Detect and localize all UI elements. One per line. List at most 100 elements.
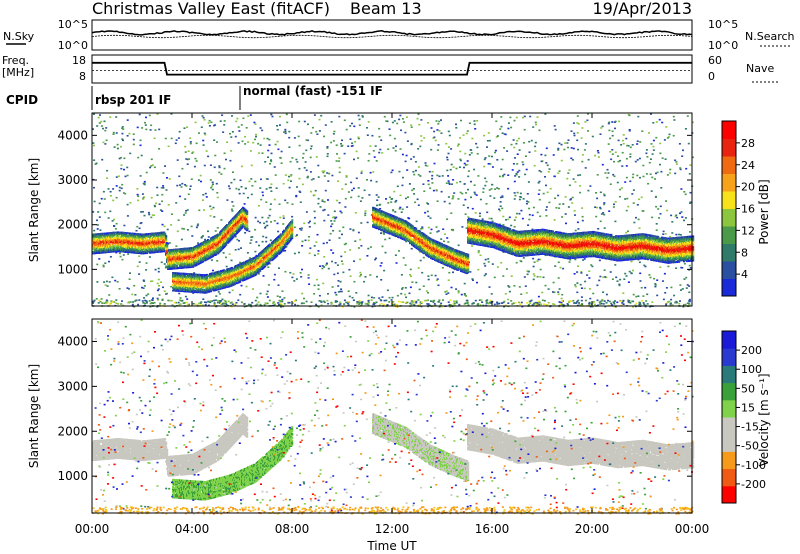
power-echo-cell [108,249,111,252]
power-scatter-cell [316,133,319,135]
power-scatter-cell [357,247,360,249]
power-clutter-cell [213,304,216,307]
power-scatter-cell [594,206,597,208]
power-echo-cell [148,241,151,244]
freq-trace [92,61,692,76]
power-scatter-cell [189,141,192,143]
power-scatter-cell [679,168,682,171]
power-scatter-cell [664,233,667,235]
power-scatter-cell [431,177,434,180]
power-scatter-cell [259,127,262,129]
power-scatter-cell [642,164,645,167]
power-scatter-cell [581,127,584,129]
power-clutter-cell [92,300,95,303]
power-clutter-cell [464,302,467,305]
power-echo-cell [132,236,135,239]
power-scatter-cell [185,185,188,187]
power-scatter-cell [459,159,462,162]
power-scatter-cell [367,121,370,123]
power-clutter-cell [163,303,166,305]
power-scatter-cell [253,121,256,124]
power-scatter-cell [388,237,391,240]
power-scatter-cell [257,273,260,275]
power-scatter-cell [323,135,325,138]
power-scatter-cell [317,176,320,178]
power-scatter-cell [143,280,146,282]
power-scatter-cell [396,185,399,188]
power-scatter-cell [209,301,212,304]
power-scatter-cell [440,238,443,240]
power-scatter-cell [99,229,102,231]
power-scatter-cell [579,191,582,194]
power-scatter-cell [281,290,284,292]
power-scatter-cell [427,278,430,281]
power-scatter-cell [495,136,498,138]
power-scatter-cell [518,149,521,151]
power-scatter-cell [455,123,457,126]
power-scatter-cell [448,202,451,205]
power-echo-cell [165,236,168,239]
power-scatter-cell [332,140,335,142]
power-scatter-cell [467,170,470,172]
power-clutter-cell [478,299,481,301]
power-scatter-cell [455,288,458,290]
power-scatter-cell [261,240,264,243]
power-scatter-cell [462,134,465,136]
power-scatter-cell [321,200,324,202]
power-scatter-cell [162,187,165,189]
power-scatter-cell [145,262,148,264]
power-clutter-cell [449,299,452,301]
power-scatter-cell [102,264,105,267]
power-clutter-cell [216,299,219,302]
power-scatter-cell [148,256,151,258]
power-scatter-cell [238,130,241,132]
power-clutter-cell [207,300,210,303]
power-scatter-cell [288,175,290,178]
power-scatter-cell [360,273,362,276]
power-scatter-cell [483,274,486,277]
power-scatter-cell [666,209,669,212]
power-scatter-cell [619,278,622,281]
power-scatter-cell [600,127,603,129]
power-scatter-cell [265,201,268,203]
power-scatter-cell [431,171,434,173]
power-scatter-cell [103,198,106,200]
power-scatter-cell [417,148,420,150]
power-scatter-cell [564,142,567,144]
power-scatter-cell [410,275,412,278]
power-scatter-cell [484,184,487,187]
power-scatter-cell [640,196,643,199]
power-scatter-cell [181,227,184,230]
power-scatter-cell [340,288,343,290]
power-clutter-cell [158,304,161,306]
power-echo-cell [146,237,149,240]
power-clutter-cell [358,303,360,305]
power-scatter-cell [478,215,481,217]
power-echo-cell [165,239,168,241]
power-echo-cell [167,261,170,264]
power-clutter-cell [419,301,422,303]
power-scatter-cell [335,216,338,219]
power-scatter-cell [168,178,171,180]
power-scatter-cell [486,211,489,214]
power-scatter-cell [248,257,251,259]
power-clutter-cell [171,304,174,306]
power-scatter-cell [383,233,386,235]
power-scatter-cell [406,206,409,208]
power-scatter-cell [341,188,344,190]
power-scatter-cell [369,246,372,248]
power-scatter-cell [574,214,576,216]
power-clutter-cell [383,299,386,302]
power-scatter-cell [364,210,367,212]
power-scatter-cell [467,216,470,218]
power-scatter-cell [655,205,658,208]
power-scatter-cell [386,120,389,123]
power-scatter-cell [632,189,635,191]
power-scatter-cell [228,187,231,190]
power-scatter-cell [597,228,600,230]
power-scatter-cell [567,172,570,174]
power-scatter-cell [399,194,402,197]
power-clutter-cell [612,301,615,303]
power-scatter-cell [156,186,159,189]
